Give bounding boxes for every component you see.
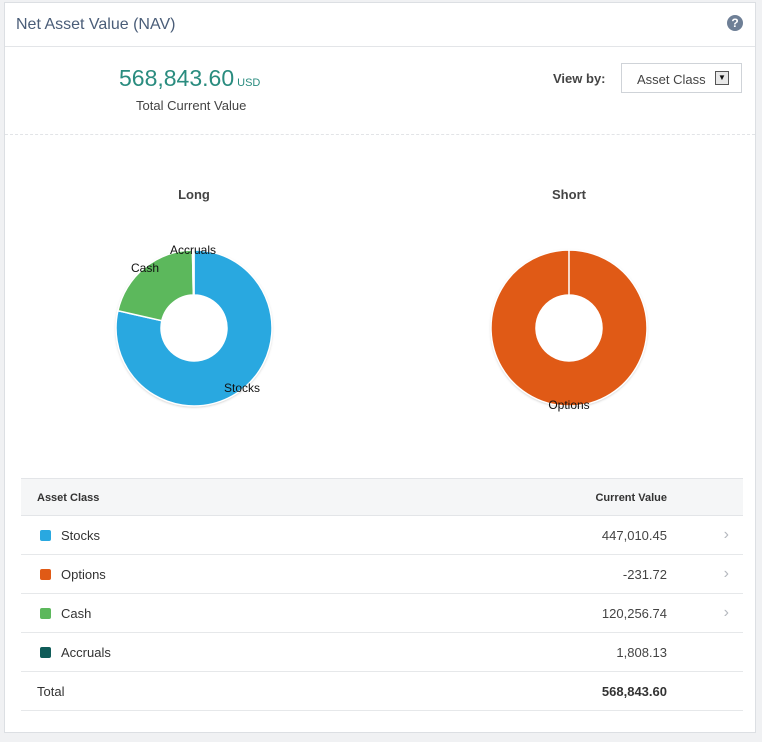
total-nav-caption: Total Current Value xyxy=(136,98,247,113)
table-row[interactable]: Stocks 447,010.45 › xyxy=(21,516,743,555)
row-value: -231.72 xyxy=(622,567,667,582)
nav-panel: Net Asset Value (NAV) ? 568,843.60 USD To… xyxy=(4,2,756,733)
asset-class-table: Asset Class Current Value Stocks 447,010.… xyxy=(21,478,743,711)
view-by-label: View by: xyxy=(553,71,606,86)
total-value: 568,843.60 xyxy=(601,684,667,699)
legend-swatch xyxy=(40,569,51,580)
slice-stocks[interactable] xyxy=(115,249,273,407)
currency-label: USD xyxy=(237,77,261,89)
slice-accruals[interactable] xyxy=(191,249,195,296)
section-divider xyxy=(5,134,755,135)
table-row[interactable]: Options -231.72 › xyxy=(21,555,743,594)
short-chart-title: Short xyxy=(552,187,586,202)
short-donut-chart: Options xyxy=(490,249,648,412)
panel-header: Net Asset Value (NAV) ? xyxy=(5,3,755,47)
col-asset-class: Asset Class xyxy=(37,492,100,504)
chevron-right-icon[interactable]: › xyxy=(723,526,729,543)
slice-options[interactable] xyxy=(490,249,648,407)
row-label: Accruals xyxy=(61,645,111,660)
legend-swatch xyxy=(40,530,51,541)
row-label: Options xyxy=(61,567,106,582)
total-label: Total xyxy=(37,684,65,699)
total-nav-value: 568,843.60 USD xyxy=(119,65,260,92)
table-header: Asset Class Current Value xyxy=(21,478,743,516)
panel-title: Net Asset Value (NAV) xyxy=(16,16,176,33)
long-donut-chart: Stocks Cash Accruals xyxy=(115,243,273,407)
donut-charts: Stocks Cash Accruals Options xyxy=(115,243,648,412)
row-label: Stocks xyxy=(61,528,101,543)
row-label: Cash xyxy=(61,606,92,621)
slice-label-stocks: Stocks xyxy=(224,381,260,395)
long-chart-title: Long xyxy=(178,187,210,202)
total-row: Total 568,843.60 xyxy=(21,672,743,711)
row-value: 1,808.13 xyxy=(616,645,667,660)
slice-label-cash: Cash xyxy=(131,261,159,275)
table-row: Accruals 1,808.13 xyxy=(21,633,743,672)
total-nav-amount: 568,843.60 xyxy=(119,65,235,91)
col-current-value: Current Value xyxy=(595,492,667,504)
slice-label-options: Options xyxy=(548,398,589,412)
chevron-right-icon[interactable]: › xyxy=(723,604,729,621)
table-row[interactable]: Cash 120,256.74 › xyxy=(21,594,743,633)
help-icon[interactable]: ? xyxy=(727,15,743,31)
row-value: 120,256.74 xyxy=(601,606,667,621)
legend-swatch xyxy=(40,608,51,619)
slice-cash[interactable] xyxy=(117,249,195,322)
row-value: 447,010.45 xyxy=(601,528,667,543)
view-by-selected: Asset Class xyxy=(637,72,706,87)
slice-label-accruals: Accruals xyxy=(170,243,216,257)
chevron-right-icon[interactable]: › xyxy=(723,565,729,582)
legend-swatch xyxy=(40,647,51,658)
chevron-down-icon[interactable]: ▼ xyxy=(715,71,729,85)
view-by-select[interactable]: Asset Class ▼ xyxy=(621,63,742,93)
